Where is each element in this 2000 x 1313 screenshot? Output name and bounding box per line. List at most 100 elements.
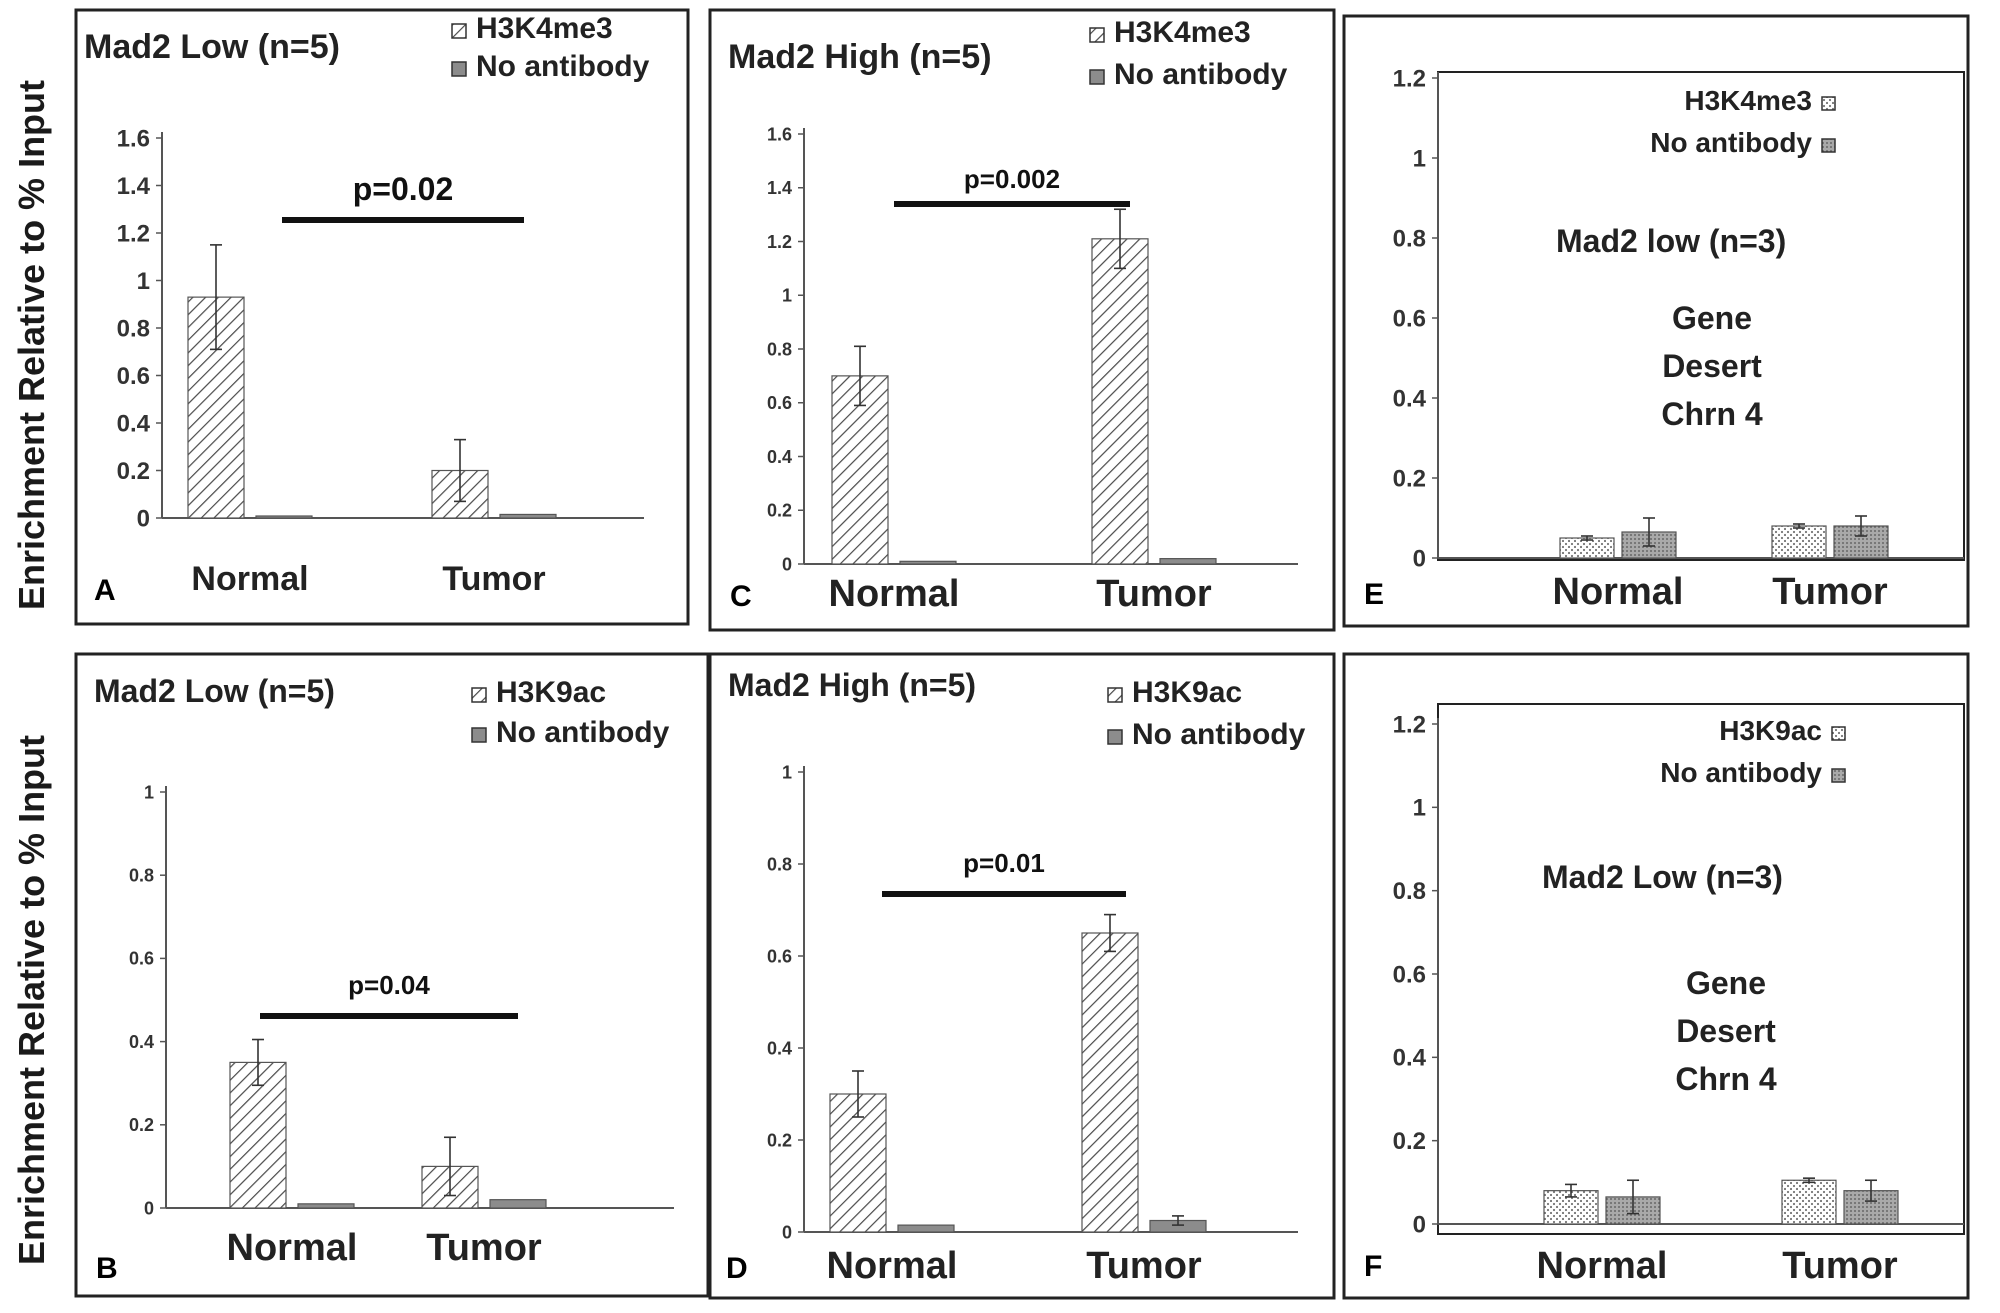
y-axis-label-bottom: Enrichment Relative to % Input bbox=[11, 734, 52, 1266]
bar-h3k9ac-normal bbox=[229, 1061, 287, 1209]
y-tick-label: 0.6 bbox=[767, 393, 792, 413]
y-tick-label: 0 bbox=[782, 554, 792, 574]
bar-no-antibody-normal bbox=[297, 1203, 355, 1209]
y-tick-label: 0.8 bbox=[117, 315, 150, 342]
panel-c-chart: Mad2 High (n=5) 0 0.2 0.4 0.6 0.8 1 1.2 1.4 1.6 No… bbox=[708, 8, 1336, 632]
legend-swatch bbox=[1107, 687, 1123, 703]
legend-swatch bbox=[471, 687, 487, 703]
y-tick-label: 0.8 bbox=[767, 339, 792, 359]
y-tick-label: 0.4 bbox=[129, 1032, 154, 1052]
y-tick-label: 0 bbox=[1413, 545, 1426, 572]
y-tick-label: 1 bbox=[1413, 145, 1426, 172]
panel-letter: E bbox=[1364, 578, 1384, 611]
panel-letter: C bbox=[730, 580, 752, 613]
p-value-label: p=0.04 bbox=[348, 970, 430, 1000]
p-value-label: p=0.01 bbox=[963, 848, 1045, 878]
y-tick-label: 0.2 bbox=[129, 1115, 154, 1135]
legend-swatch bbox=[1089, 27, 1105, 43]
y-tick-label: 1.4 bbox=[117, 173, 151, 200]
y-tick-label: 1 bbox=[782, 762, 792, 782]
bar-no-antibody-tumor bbox=[499, 513, 557, 519]
y-tick-label: 0 bbox=[1413, 1211, 1426, 1238]
bar-no-antibody-normal bbox=[899, 560, 957, 565]
y-tick-label: 0.8 bbox=[1393, 878, 1426, 905]
legend-label: No antibody bbox=[1660, 757, 1822, 788]
panel-letter: D bbox=[726, 1252, 748, 1285]
panel-b-chart: Mad2 Low (n=5) 0 0.2 0.4 0.6 0.8 1 Normal Tumor H… bbox=[74, 652, 710, 1298]
bar-h3k9ac-tumor bbox=[1781, 1179, 1837, 1225]
region-label-line: Gene bbox=[1672, 300, 1752, 336]
legend-swatch bbox=[1107, 729, 1123, 745]
y-tick-label: 0.4 bbox=[767, 447, 792, 467]
legend-label: No antibody bbox=[1114, 58, 1288, 91]
legend-label: H3K4me3 bbox=[476, 12, 613, 45]
region-label-line: Desert bbox=[1662, 348, 1762, 384]
legend-label: No antibody bbox=[1132, 718, 1306, 751]
region-label-line: Desert bbox=[1676, 1013, 1776, 1049]
panel-d-chart: Mad2 High (n=5) 0 0.2 0.4 0.6 0.8 1 Normal Tumor… bbox=[708, 652, 1336, 1300]
y-tick-label: 1.2 bbox=[117, 220, 150, 247]
panel-e-chart: Mad2 low (n=3) 0 0.2 0.4 0.6 0.8 1 1.2 Normal Tum… bbox=[1342, 14, 1970, 628]
panel-frame bbox=[1342, 652, 1970, 1300]
y-tick-label: 0 bbox=[782, 1222, 792, 1242]
x-category-label: Tumor bbox=[1096, 573, 1212, 615]
panel-frame bbox=[74, 8, 690, 626]
bar-h3k4me3-tumor bbox=[1771, 525, 1827, 559]
chart-title: Mad2 Low (n=3) bbox=[1542, 859, 1783, 895]
x-category-label: Tumor bbox=[1772, 571, 1888, 613]
bar-no-antibody-normal bbox=[255, 515, 313, 519]
region-label-line: Chrn 4 bbox=[1661, 396, 1763, 432]
y-tick-label: 0.8 bbox=[1393, 225, 1426, 252]
x-category-label: Normal bbox=[227, 1227, 358, 1269]
bar-no-antibody-normal bbox=[897, 1224, 955, 1233]
panel-frame bbox=[74, 652, 710, 1298]
legend-swatch bbox=[1089, 69, 1105, 85]
x-category-label: Normal bbox=[191, 560, 308, 598]
bar-no-antibody-tumor bbox=[1159, 558, 1217, 565]
y-tick-label: 1.6 bbox=[767, 124, 792, 144]
bar-h3k4me3-normal bbox=[1559, 537, 1615, 559]
x-category-label: Normal bbox=[1537, 1245, 1668, 1287]
bar-h3k4me3-tumor bbox=[1091, 238, 1149, 565]
x-category-label: Normal bbox=[1553, 571, 1684, 613]
x-category-label: Normal bbox=[827, 1245, 958, 1287]
chart-title: Mad2 Low (n=5) bbox=[84, 28, 340, 66]
legend-swatch bbox=[451, 23, 467, 39]
y-tick-label: 0.6 bbox=[129, 949, 154, 969]
legend-swatch bbox=[1831, 768, 1846, 783]
y-tick-label: 0.4 bbox=[1393, 385, 1427, 412]
x-category-label: Tumor bbox=[426, 1227, 542, 1269]
y-tick-label: 0.4 bbox=[767, 1038, 792, 1058]
x-category-label: Tumor bbox=[442, 560, 545, 598]
y-tick-label: 1.4 bbox=[767, 178, 792, 198]
chart-title: Mad2 High (n=5) bbox=[728, 38, 992, 76]
y-tick-label: 0 bbox=[144, 1198, 154, 1218]
bar-no-antibody-tumor bbox=[1843, 1190, 1899, 1225]
y-axis-label-column: Enrichment Relative to % Input Enrichmen… bbox=[0, 0, 64, 1313]
y-tick-label: 1 bbox=[782, 286, 792, 306]
legend-swatch bbox=[1821, 96, 1836, 111]
bar-h3k4me3-normal bbox=[831, 375, 889, 565]
x-category-label: Normal bbox=[829, 573, 960, 615]
y-tick-label: 1 bbox=[1413, 795, 1426, 822]
y-tick-label: 0.2 bbox=[1393, 1128, 1426, 1155]
legend-label: H3K9ac bbox=[1719, 715, 1822, 746]
legend-swatch bbox=[451, 61, 467, 77]
legend-label: No antibody bbox=[496, 716, 670, 749]
y-tick-label: 1 bbox=[144, 782, 154, 802]
panel-letter: B bbox=[96, 1252, 118, 1285]
y-tick-label: 0.6 bbox=[767, 946, 792, 966]
legend-swatch bbox=[1831, 726, 1846, 741]
chart-title: Mad2 low (n=3) bbox=[1556, 223, 1786, 259]
panel-frame bbox=[1342, 14, 1970, 628]
y-tick-label: 0.2 bbox=[117, 458, 150, 485]
y-tick-label: 0.4 bbox=[117, 410, 151, 437]
panel-frame bbox=[708, 652, 1336, 1300]
p-value-label: p=0.02 bbox=[353, 171, 454, 207]
x-category-label: Tumor bbox=[1086, 1245, 1202, 1287]
y-tick-label: 0.6 bbox=[117, 363, 150, 390]
panel-a-chart: Mad2 Low (n=5) 0 0.2 0.4 0.6 0.8 1 1.2 1.4 1.6 Nor… bbox=[74, 8, 690, 626]
y-tick-label: 0.6 bbox=[1393, 305, 1426, 332]
bar-no-antibody-tumor bbox=[489, 1199, 547, 1209]
panel-f-chart: Mad2 Low (n=3) 0 0.2 0.4 0.6 0.8 1 1.2 Normal Tum… bbox=[1342, 652, 1970, 1300]
